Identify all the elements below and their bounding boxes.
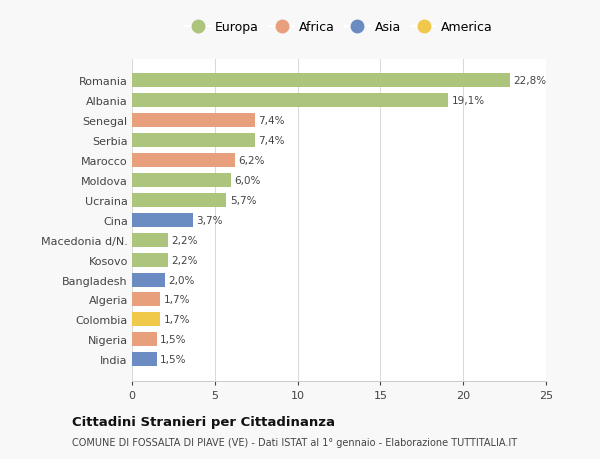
Text: 7,4%: 7,4% (258, 136, 284, 146)
Bar (132, 233, 169, 247)
Bar (132, 194, 226, 207)
Text: 2,2%: 2,2% (172, 235, 198, 245)
Bar (132, 293, 160, 307)
Text: 19,1%: 19,1% (452, 96, 485, 106)
Text: 1,7%: 1,7% (163, 315, 190, 325)
Bar (132, 174, 232, 188)
Bar (132, 253, 169, 267)
Text: 2,0%: 2,0% (169, 275, 195, 285)
Text: 2,2%: 2,2% (172, 255, 198, 265)
Text: 1,5%: 1,5% (160, 335, 187, 345)
Text: Cittadini Stranieri per Cittadinanza: Cittadini Stranieri per Cittadinanza (72, 415, 335, 428)
Bar (132, 353, 157, 366)
Bar (132, 154, 235, 168)
Text: 6,2%: 6,2% (238, 156, 265, 166)
Text: 22,8%: 22,8% (513, 76, 546, 86)
Bar (132, 333, 157, 347)
Bar (132, 313, 160, 327)
Text: 1,5%: 1,5% (160, 354, 187, 364)
Bar (132, 213, 193, 227)
Text: 5,7%: 5,7% (230, 196, 256, 206)
Text: 7,4%: 7,4% (258, 116, 284, 126)
Bar (132, 94, 448, 108)
Bar (132, 74, 509, 88)
Bar (132, 134, 254, 148)
Legend: Europa, Africa, Asia, America: Europa, Africa, Asia, America (185, 21, 493, 34)
Text: 6,0%: 6,0% (235, 176, 261, 185)
Bar (132, 273, 165, 287)
Text: COMUNE DI FOSSALTA DI PIAVE (VE) - Dati ISTAT al 1° gennaio - Elaborazione TUTTI: COMUNE DI FOSSALTA DI PIAVE (VE) - Dati … (72, 437, 517, 447)
Text: 1,7%: 1,7% (163, 295, 190, 305)
Text: 3,7%: 3,7% (197, 215, 223, 225)
Bar (132, 114, 254, 128)
